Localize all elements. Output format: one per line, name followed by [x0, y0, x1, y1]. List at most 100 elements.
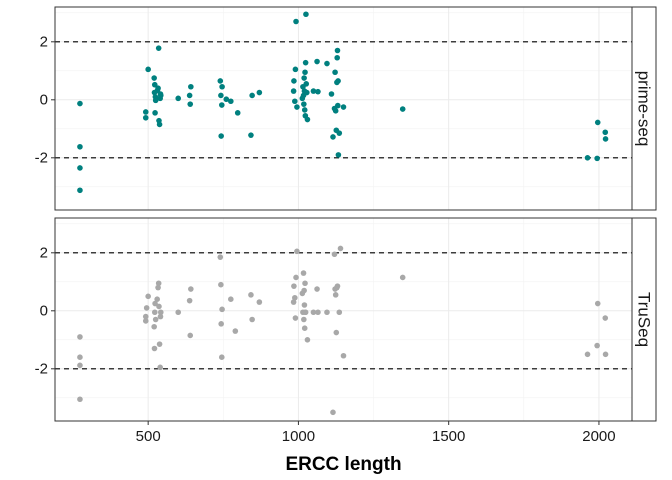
- data-point: [602, 129, 609, 136]
- data-point: [304, 337, 311, 343]
- data-point: [156, 303, 162, 310]
- data-point: [175, 309, 182, 316]
- data-point: [228, 98, 234, 105]
- data-point: [228, 296, 234, 303]
- data-point: [594, 155, 600, 162]
- data-point: [292, 98, 298, 105]
- data-point: [331, 251, 338, 258]
- data-point: [157, 309, 164, 316]
- data-point: [152, 97, 159, 104]
- data-point: [337, 245, 344, 252]
- data-point: [142, 114, 149, 121]
- data-point: [248, 132, 254, 138]
- data-point: [291, 78, 297, 84]
- y-tick-label: 0: [40, 302, 48, 319]
- data-point: [187, 101, 194, 107]
- data-point: [151, 323, 157, 330]
- data-point: [156, 341, 163, 347]
- data-point: [188, 83, 194, 90]
- data-point: [340, 352, 347, 359]
- data-point: [152, 110, 158, 116]
- data-point: [334, 102, 341, 109]
- facet-label: prime-seq: [635, 71, 654, 147]
- data-point: [399, 274, 406, 281]
- data-point: [301, 302, 308, 308]
- data-point: [142, 313, 149, 320]
- data-point: [594, 119, 601, 126]
- data-point: [218, 281, 224, 288]
- data-point: [248, 292, 254, 298]
- data-point: [151, 309, 158, 316]
- data-point: [77, 165, 83, 171]
- x-axis-title: ERCC length: [285, 454, 401, 475]
- data-point: [157, 364, 163, 371]
- data-point: [249, 92, 255, 99]
- data-point: [602, 351, 609, 358]
- data-point: [232, 328, 239, 334]
- data-point: [324, 309, 330, 316]
- facet-strip: [631, 6, 657, 211]
- data-point: [152, 316, 159, 323]
- data-point: [334, 47, 341, 54]
- data-point: [584, 155, 591, 161]
- data-point: [151, 75, 157, 81]
- data-point: [292, 66, 299, 73]
- data-point: [324, 60, 330, 67]
- data-point: [291, 283, 297, 289]
- data-point: [301, 287, 307, 294]
- data-point: [302, 59, 309, 66]
- data-point: [333, 329, 340, 336]
- data-point: [155, 85, 161, 91]
- data-point: [142, 109, 149, 115]
- data-point: [301, 316, 307, 323]
- data-point: [256, 89, 263, 96]
- data-point: [304, 89, 310, 96]
- data-point: [77, 334, 83, 340]
- data-point: [143, 305, 150, 311]
- data-point: [334, 54, 340, 61]
- data-point: [584, 351, 591, 358]
- data-point: [145, 66, 151, 73]
- data-point: [152, 300, 158, 307]
- data-point: [335, 78, 341, 84]
- data-point: [186, 297, 193, 304]
- data-point: [77, 100, 83, 107]
- data-point: [301, 325, 308, 332]
- data-point: [154, 296, 160, 303]
- data-point: [301, 75, 307, 81]
- data-point: [234, 110, 241, 116]
- data-point: [151, 81, 158, 88]
- data-point: [330, 409, 336, 416]
- data-point: [301, 107, 308, 113]
- data-point: [332, 108, 339, 114]
- data-point: [303, 11, 309, 18]
- data-point: [302, 69, 308, 76]
- data-point: [187, 332, 194, 339]
- data-point: [330, 134, 336, 140]
- data-point: [314, 58, 320, 65]
- data-point: [219, 306, 225, 313]
- data-point: [151, 345, 158, 352]
- data-point: [218, 321, 224, 327]
- data-point: [155, 280, 162, 287]
- data-point: [77, 143, 83, 150]
- data-point: [156, 121, 163, 128]
- data-point: [335, 152, 342, 158]
- data-point: [310, 88, 317, 94]
- data-point: [293, 18, 299, 25]
- panel-background: [55, 218, 632, 421]
- panel-1: TruSeq -2 0 2: [35, 217, 657, 422]
- x-tick-label: 1000: [282, 428, 315, 445]
- data-point: [290, 88, 297, 94]
- data-point: [223, 96, 230, 103]
- data-point: [155, 45, 162, 51]
- data-point: [218, 92, 224, 99]
- data-point: [332, 292, 339, 298]
- data-point: [294, 104, 300, 110]
- data-point: [293, 274, 299, 281]
- data-point: [218, 133, 224, 139]
- data-point: [77, 396, 83, 403]
- data-point: [302, 309, 309, 316]
- data-point: [157, 313, 164, 320]
